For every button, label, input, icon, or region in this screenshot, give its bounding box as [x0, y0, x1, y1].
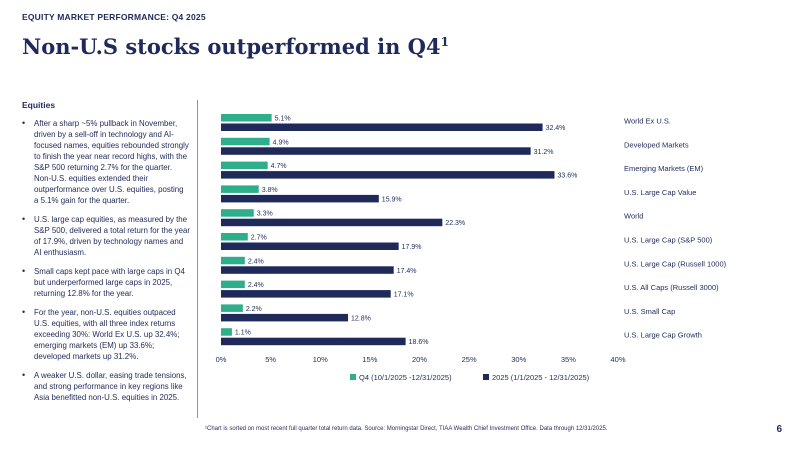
- data-label: 3.8%: [262, 187, 278, 194]
- data-label: 32.4%: [546, 125, 566, 132]
- bar-2025: [221, 123, 543, 131]
- x-tick-label: 15%: [362, 355, 377, 364]
- bullet-list: After a sharp ~5% pullback in November, …: [22, 118, 190, 403]
- bar-q4: [221, 256, 245, 265]
- data-label: 18.6%: [409, 339, 429, 346]
- category-label: World: [624, 212, 643, 221]
- x-tick-label: 25%: [462, 355, 477, 364]
- data-label: 3.3%: [257, 211, 273, 218]
- bullet-item: For the year, non-U.S. equities outpaced…: [22, 307, 190, 362]
- data-label: 15.9%: [382, 196, 402, 203]
- bullet-item: Small caps kept pace with large caps in …: [22, 266, 190, 299]
- category-label: U.S. Large Cap (S&P 500): [624, 236, 713, 245]
- bar-2025: [221, 337, 406, 346]
- bar-2025: [221, 242, 399, 250]
- data-label: 2.4%: [248, 258, 264, 265]
- data-label: 17.1%: [394, 292, 414, 299]
- page-title: Non-U.S stocks outperformed in Q41: [22, 34, 449, 59]
- footnote: ¹Chart is sorted on most recent full qua…: [205, 426, 608, 432]
- data-label: 5.1%: [275, 116, 291, 123]
- bar-q4: [221, 328, 232, 336]
- bullet-item: After a sharp ~5% pullback in November, …: [22, 118, 190, 206]
- bar-q4: [221, 114, 272, 122]
- data-label: 4.7%: [271, 163, 287, 170]
- bar-2025: [221, 218, 443, 227]
- data-label: 17.9%: [402, 244, 422, 251]
- bar-q4: [221, 161, 268, 170]
- bar-2025: [221, 147, 531, 155]
- legend-label: Q4 (10/1/2025 -12/31/2025): [359, 373, 452, 382]
- chart-canvas: 5.1% 32.4% World Ex U.S. 4.9% 31.2% Developed…: [216, 114, 727, 382]
- legend-label: 2025 (1/1/2025 - 12/31/2025): [492, 373, 590, 382]
- category-label: World Ex U.S.: [624, 117, 671, 126]
- bar-q4: [221, 233, 248, 241]
- x-tick-label: 35%: [561, 355, 576, 364]
- bar-2025: [221, 171, 555, 179]
- x-tick-label: 20%: [412, 355, 427, 364]
- bar-2025: [221, 313, 349, 322]
- category-label: Emerging Markets (EM): [624, 164, 704, 173]
- eyebrow-label: EQUITY MARKET PERFORMANCE: Q4 2025: [22, 12, 206, 22]
- category-label: U.S. All Caps (Russell 3000): [624, 283, 719, 292]
- data-label: 2.4%: [248, 282, 264, 289]
- data-label: 17.4%: [397, 268, 417, 275]
- data-label: 12.8%: [351, 315, 371, 322]
- data-label: 4.9%: [273, 139, 289, 146]
- bullet-item: U.S. large cap equities, as measured by …: [22, 214, 190, 258]
- data-label: 2.2%: [246, 306, 262, 313]
- bar-q4: [221, 304, 243, 312]
- x-tick-label: 30%: [511, 355, 526, 364]
- bar-q4: [221, 185, 259, 193]
- bar-2025: [221, 266, 394, 274]
- legend-swatch: [483, 374, 489, 380]
- data-label: 31.2%: [534, 149, 554, 156]
- bar-q4: [221, 209, 254, 217]
- category-label: U.S. Large Cap Growth: [624, 331, 702, 340]
- bar-2025: [221, 290, 391, 298]
- x-tick-label: 40%: [610, 355, 625, 364]
- legend-swatch: [350, 374, 356, 380]
- bar-q4: [221, 280, 245, 289]
- x-tick-label: 10%: [313, 355, 328, 364]
- commentary-column: Equities After a sharp ~5% pullback in N…: [22, 100, 190, 411]
- data-label: 33.6%: [557, 173, 577, 180]
- x-tick-label: 5%: [265, 355, 276, 364]
- page-title-text: Non-U.S stocks outperformed in Q4: [22, 34, 441, 59]
- data-label: 2.7%: [251, 235, 267, 242]
- data-label: 22.3%: [445, 220, 465, 227]
- bar-2025: [221, 194, 379, 203]
- bar-chart: 5.1% 32.4% World Ex U.S. 4.9% 31.2% Developed…: [205, 100, 785, 395]
- title-footnote-marker: 1: [440, 35, 449, 49]
- category-label: U.S. Small Cap: [624, 307, 675, 316]
- category-label: U.S. Large Cap Value: [624, 188, 696, 197]
- column-divider: [197, 100, 198, 418]
- x-tick-label: 0%: [216, 355, 227, 364]
- category-label: U.S. Large Cap (Russell 1000): [624, 259, 727, 268]
- page-number: 6: [776, 424, 782, 435]
- category-label: Developed Markets: [624, 140, 689, 149]
- data-label: 1.1%: [235, 330, 251, 337]
- bullet-item: A weaker U.S. dollar, easing trade tensi…: [22, 370, 190, 403]
- section-heading: Equities: [22, 100, 56, 110]
- bar-q4: [221, 137, 270, 146]
